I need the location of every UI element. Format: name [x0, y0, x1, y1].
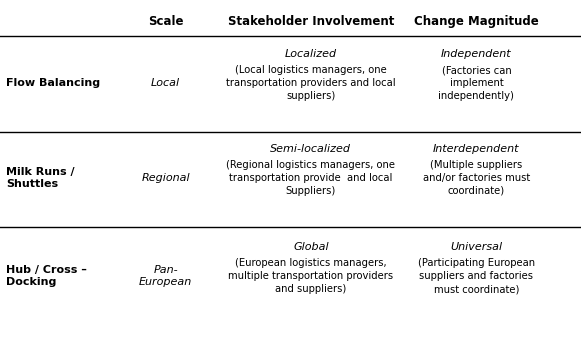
- Text: Flow Balancing: Flow Balancing: [6, 78, 100, 88]
- Text: Interdependent: Interdependent: [433, 144, 519, 154]
- Text: (European logistics managers,
multiple transportation providers
and suppliers): (European logistics managers, multiple t…: [228, 258, 393, 294]
- Text: Independent: Independent: [441, 49, 512, 59]
- Text: Global: Global: [293, 242, 329, 252]
- Text: Pan-
European: Pan- European: [139, 265, 192, 287]
- Text: Hub / Cross –
Docking: Hub / Cross – Docking: [6, 265, 87, 287]
- Text: (Factories can
implement
independently): (Factories can implement independently): [439, 65, 514, 101]
- Text: Universal: Universal: [450, 242, 503, 252]
- Text: (Multiple suppliers
and/or factories must
coordinate): (Multiple suppliers and/or factories mus…: [423, 160, 530, 196]
- Text: (Local logistics managers, one
transportation providers and local
suppliers): (Local logistics managers, one transport…: [226, 65, 396, 101]
- Text: Regional: Regional: [141, 173, 190, 183]
- Text: Change Magnitude: Change Magnitude: [414, 15, 539, 28]
- Text: Stakeholder Involvement: Stakeholder Involvement: [228, 15, 394, 28]
- Text: Milk Runs /
Shuttles: Milk Runs / Shuttles: [6, 167, 74, 189]
- Text: (Regional logistics managers, one
transportation provide  and local
Suppliers): (Regional logistics managers, one transp…: [227, 160, 395, 196]
- Text: Localized: Localized: [285, 49, 337, 59]
- Text: Scale: Scale: [148, 15, 184, 28]
- Text: Local: Local: [151, 78, 180, 88]
- Text: Semi-localized: Semi-localized: [270, 144, 352, 154]
- Text: (Participating European
suppliers and factories
must coordinate): (Participating European suppliers and fa…: [418, 258, 535, 294]
